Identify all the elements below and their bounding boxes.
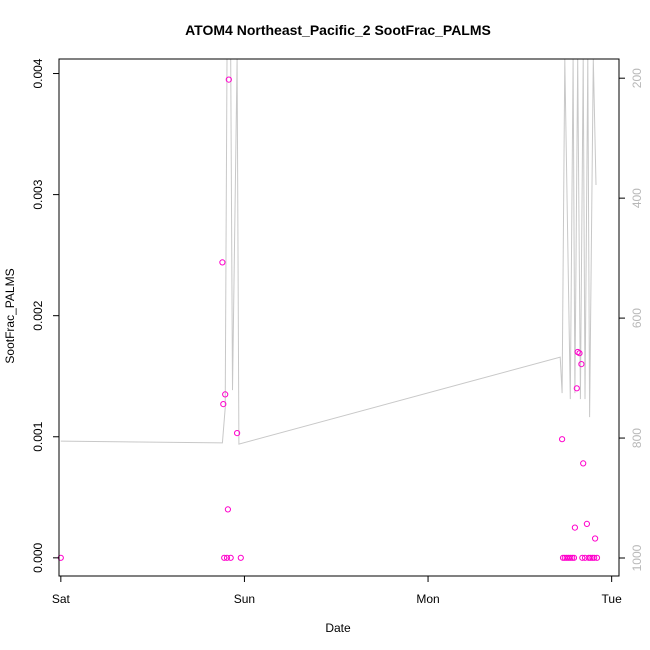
x-tick-label: Mon: [416, 592, 439, 606]
data-point-19: [571, 524, 579, 531]
data-point-20: [573, 385, 580, 392]
x-tick-label: Sun: [234, 592, 255, 606]
data-point-22: [576, 350, 583, 357]
y-axis: 0.000 0.001 0.002 0.003 0.004: [31, 58, 60, 573]
series-line-1: [60, 58, 597, 445]
point-series-layer: [57, 76, 601, 561]
y-tick-label: 0.001: [31, 421, 45, 451]
data-point-1: [219, 259, 226, 266]
data-point-8: [227, 554, 234, 561]
x-axis: Sat Sun Mon Tue: [52, 575, 623, 606]
data-point-27: [583, 520, 591, 528]
data-point-30: [589, 554, 596, 561]
data-point-11: [559, 436, 566, 443]
data-point-3: [222, 391, 229, 398]
line-series-layer: [60, 58, 597, 445]
x-axis-label: Date: [325, 621, 351, 635]
data-point-4: [221, 554, 228, 561]
x-tick-label: Tue: [602, 592, 623, 606]
right-axis: 200 400 600 800 1000: [618, 68, 644, 571]
data-point-10: [237, 554, 244, 561]
y-tick-label: 0.000: [31, 542, 45, 572]
data-point-9: [234, 430, 241, 437]
data-point-16: [567, 554, 574, 561]
data-point-24: [579, 554, 586, 561]
y-tick-label: 0.002: [31, 300, 45, 330]
x-tick-label: Sat: [52, 592, 71, 606]
right-tick-label: 200: [630, 68, 644, 88]
right-tick-label: 1000: [630, 544, 644, 571]
data-point-2: [220, 401, 227, 408]
y-tick-label: 0.004: [31, 58, 45, 88]
right-tick-label: 800: [630, 428, 644, 448]
plot-frame: [58, 58, 620, 577]
right-tick-label: 400: [630, 188, 644, 208]
y-axis-label: SootFrac_PALMS: [3, 268, 17, 363]
data-point-6: [224, 506, 231, 513]
data-point-33: [593, 554, 601, 561]
data-point-32: [592, 535, 599, 542]
data-point-31: [591, 554, 598, 561]
data-point-25: [580, 460, 587, 467]
right-tick-label: 600: [630, 308, 644, 328]
y-tick-label: 0.003: [31, 179, 45, 209]
data-point-23: [578, 361, 585, 368]
data-point-17: [569, 554, 576, 561]
data-point-18: [570, 554, 578, 561]
data-point-5: [223, 554, 231, 561]
chart-title: ATOM4 Northeast_Pacific_2 SootFrac_PALMS: [185, 22, 491, 38]
data-point-29: [587, 554, 594, 561]
data-point-7: [225, 76, 232, 83]
